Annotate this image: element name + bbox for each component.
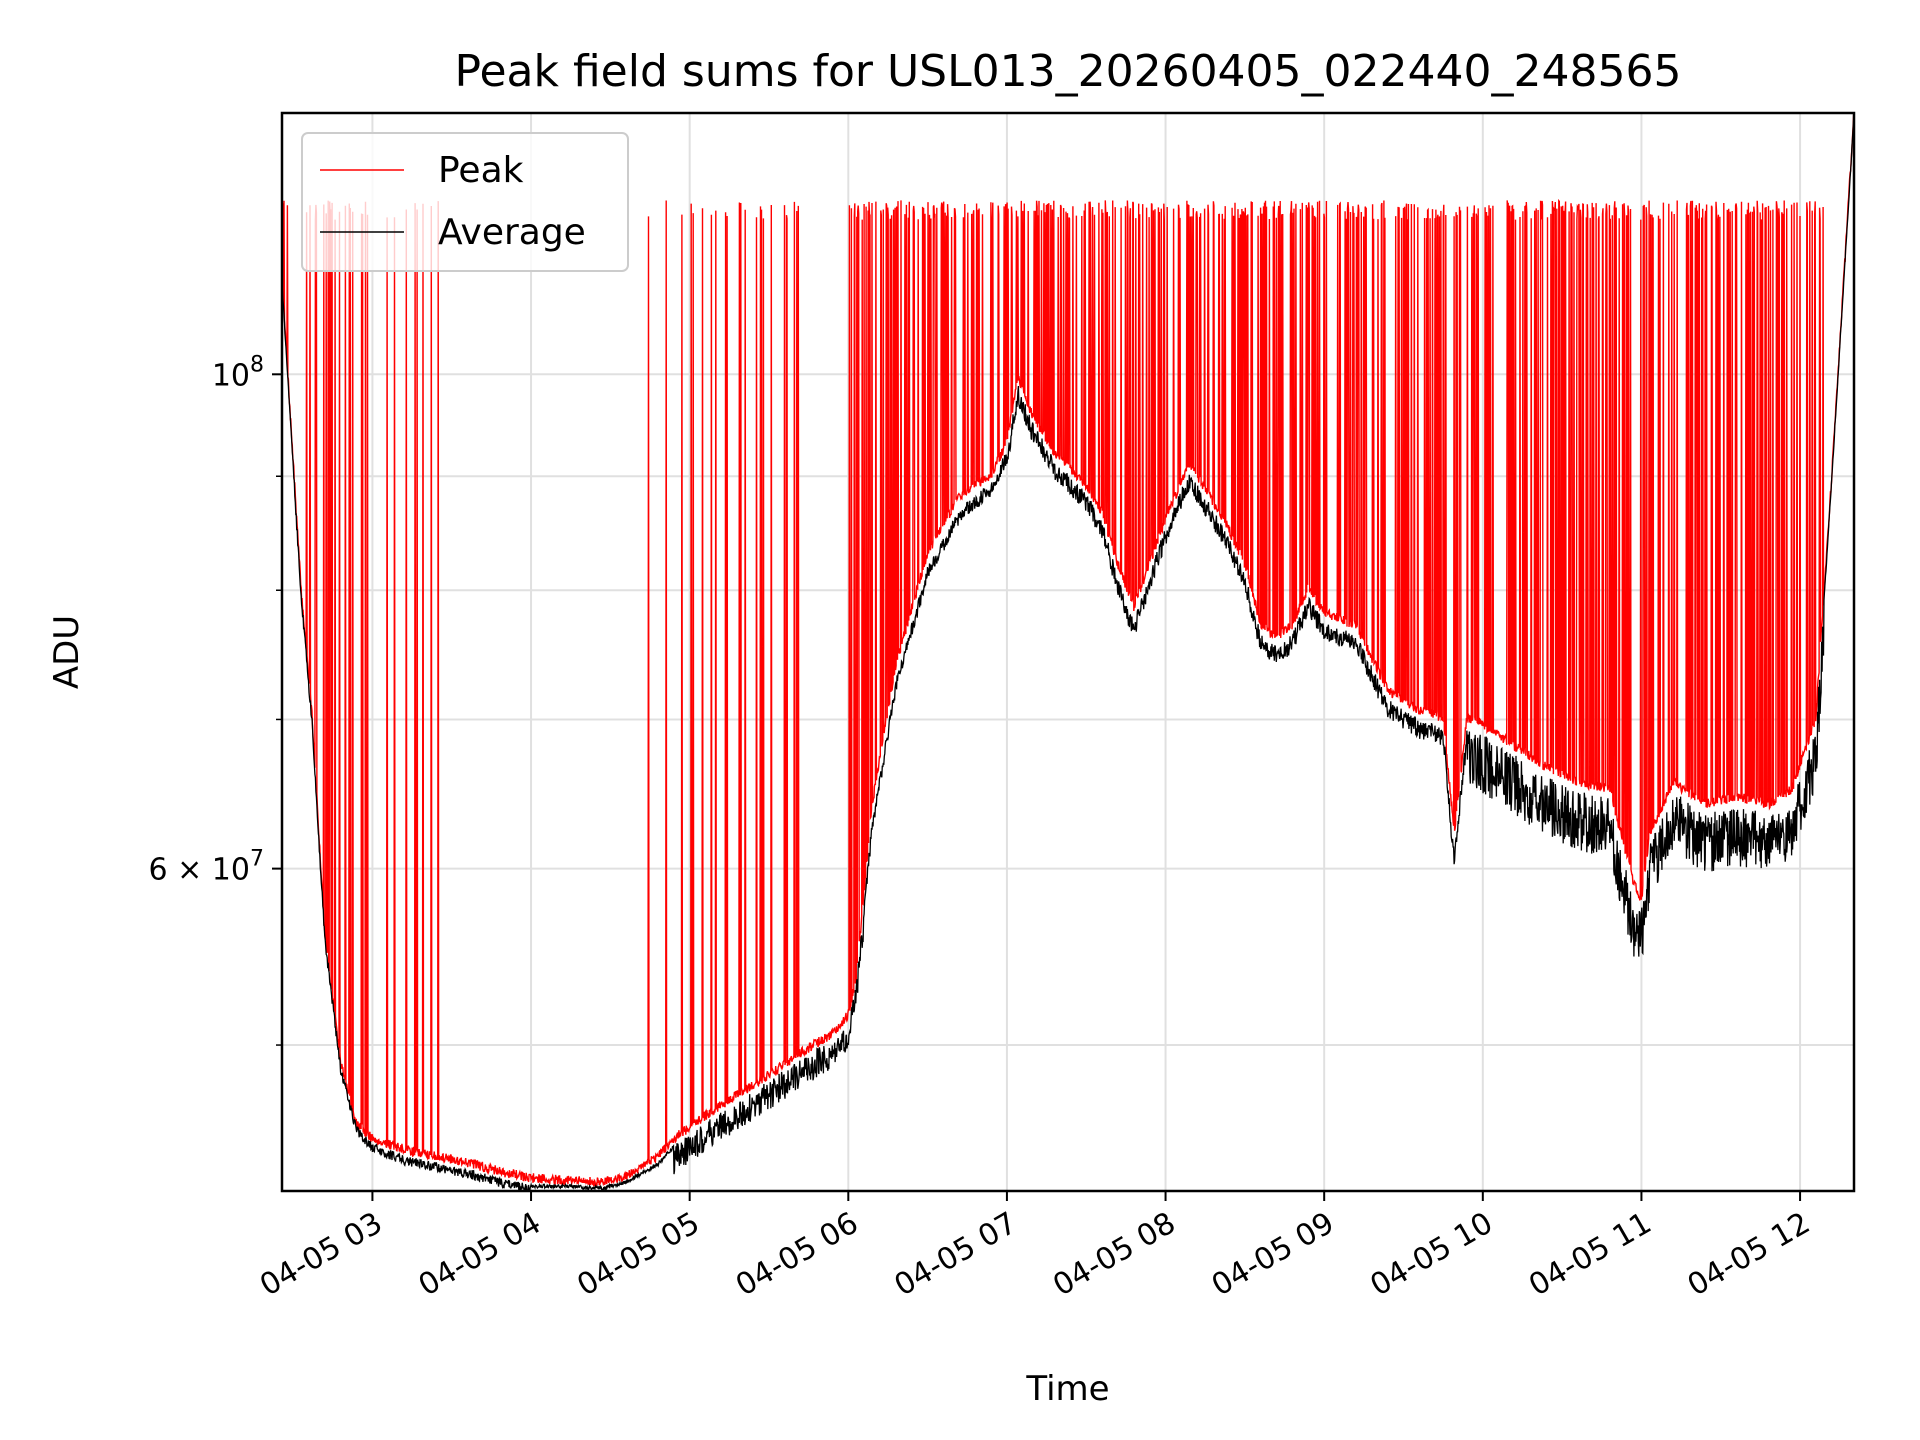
y-axis: 108 6 × 107 <box>149 352 282 1046</box>
y-axis-label: ADU <box>47 615 87 689</box>
legend-label-average: Average <box>438 212 586 253</box>
legend-label-peak: Peak <box>438 150 524 191</box>
plot-area-frame <box>280 111 1856 1193</box>
legend: Peak Average <box>301 132 629 272</box>
y-tick-label: 6 × 107 <box>149 847 264 888</box>
chart-title: Peak field sums for USL013_20260405_0224… <box>455 46 1682 97</box>
x-axis-label: Time <box>1025 1369 1109 1409</box>
legend-box <box>301 132 629 272</box>
series-group <box>282 113 1854 1191</box>
series-line-average <box>282 116 1854 1191</box>
y-tick-label: 108 <box>212 352 264 393</box>
series-line-peak <box>282 113 1854 1188</box>
